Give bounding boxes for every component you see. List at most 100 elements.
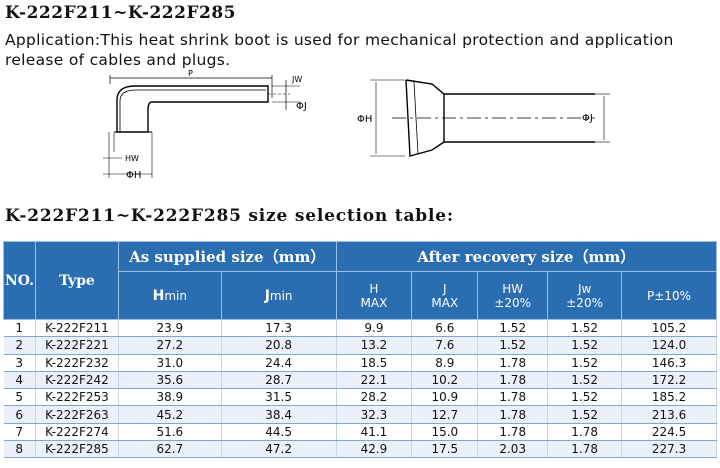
cell-no: 1	[3, 319, 36, 338]
cell-hw: 1.52	[477, 336, 549, 355]
header-h-max: H MAX	[335, 271, 413, 320]
cell-p: 224.5	[621, 423, 717, 442]
cell-h-max: 22.1	[336, 371, 413, 390]
cell-h-min: 38.9	[118, 388, 222, 407]
label-phi-h-left: ΦH	[126, 170, 141, 181]
table-title: K-222F211~K-222F285 size selection table…	[5, 206, 454, 226]
cell-jw: 1.78	[547, 440, 623, 459]
header-j-min: Jmin	[220, 271, 337, 320]
cell-jw: 1.52	[547, 336, 623, 355]
table-row: 3 K-222F232 31.0 24.4 18.5 8.9 1.78 1.52 146.3	[3, 354, 717, 372]
header-hw: HW ±20%	[477, 271, 549, 320]
cell-j-max: 10.2	[411, 371, 479, 390]
cross-section-drawing	[370, 79, 610, 157]
cell-hw: 1.78	[477, 371, 549, 390]
cell-h-min: 23.9	[118, 319, 222, 338]
cell-no: 4	[3, 371, 36, 390]
header-jw: Jw ±20%	[547, 271, 623, 320]
header-after-recovery: After recovery size（mm）	[335, 241, 718, 272]
label-p: P	[188, 70, 193, 78]
table-body: 1 K-222F211 23.9 17.3 9.9 6.6 1.52 1.52 105.2 2 K-…	[3, 319, 717, 459]
header-as-supplied: As supplied size（mm）	[117, 241, 337, 272]
cell-h-min: 27.2	[118, 336, 222, 355]
cell-j-max: 15.0	[411, 423, 479, 442]
cell-type: K-222F263	[35, 405, 119, 424]
boot-diagram: P JW ΦJ HW ΦH ΦH ΦJ	[103, 70, 610, 181]
cell-j-min: 28.7	[221, 371, 337, 390]
cell-p: 213.6	[621, 405, 717, 424]
header-type: Type	[34, 241, 119, 320]
table-row: 4 K-222F242 35.6 28.7 22.1 10.2 1.78 1.52 172.2	[3, 371, 717, 390]
cell-no: 7	[3, 423, 36, 442]
cell-h-min: 51.6	[118, 423, 222, 442]
cell-type: K-222F211	[35, 319, 119, 338]
cell-type: K-222F232	[35, 354, 119, 372]
size-selection-table: NO. Type As supplied size（mm） After reco…	[3, 241, 718, 459]
cell-hw: 1.78	[477, 423, 549, 442]
cell-h-max: 32.3	[336, 405, 413, 424]
application-description: Application:This heat shrink boot is use…	[5, 31, 674, 69]
cell-p: 227.3	[621, 440, 717, 459]
header-p: P±10%	[621, 271, 717, 320]
cell-jw: 1.52	[547, 405, 623, 424]
cell-h-max: 9.9	[336, 319, 413, 338]
cell-hw: 1.78	[477, 354, 549, 372]
table-row: 1 K-222F211 23.9 17.3 9.9 6.6 1.52 1.52 105.2	[3, 319, 717, 338]
cell-j-min: 17.3	[221, 319, 337, 338]
table-row: 8 K-222F285 62.7 47.2 42.9 17.5 2.03 1.78 227.3	[3, 440, 717, 459]
side-view-drawing	[103, 75, 300, 178]
cell-h-max: 41.1	[336, 423, 413, 442]
cell-h-min: 35.6	[118, 371, 222, 390]
label-phi-j-right: ΦJ	[582, 113, 593, 124]
cell-h-max: 13.2	[336, 336, 413, 355]
cell-type: K-222F274	[35, 423, 119, 442]
cell-no: 5	[3, 388, 36, 407]
cell-h-max: 28.2	[336, 388, 413, 407]
label-phi-j-left: ΦJ	[296, 101, 307, 112]
cell-j-min: 38.4	[221, 405, 337, 424]
label-phi-h-right: ΦH	[357, 114, 372, 125]
label-jw: JW	[291, 75, 302, 84]
cell-no: 3	[3, 354, 36, 372]
cell-no: 6	[3, 405, 36, 424]
cell-j-max: 10.9	[411, 388, 479, 407]
cell-type: K-222F285	[35, 440, 119, 459]
cell-h-max: 18.5	[336, 354, 413, 372]
cell-h-min: 62.7	[118, 440, 222, 459]
cell-jw: 1.78	[547, 423, 623, 442]
cell-j-max: 12.7	[411, 405, 479, 424]
cell-j-max: 17.5	[411, 440, 479, 459]
cell-j-min: 47.2	[221, 440, 337, 459]
cell-p: 124.0	[621, 336, 717, 355]
cell-h-min: 45.2	[118, 405, 222, 424]
table-row: 5 K-222F253 38.9 31.5 28.2 10.9 1.78 1.52 185.2	[3, 388, 717, 407]
cell-no: 2	[3, 336, 36, 355]
cell-hw: 1.78	[477, 388, 549, 407]
table-row: 6 K-222F263 45.2 38.4 32.3 12.7 1.78 1.52 213.6	[3, 405, 717, 424]
cell-hw: 1.52	[477, 319, 549, 338]
table-row: 7 K-222F274 51.6 44.5 41.1 15.0 1.78 1.78 224.5	[3, 423, 717, 442]
cell-h-max: 42.9	[336, 440, 413, 459]
cell-j-min: 31.5	[221, 388, 337, 407]
cell-type: K-222F242	[35, 371, 119, 390]
cell-jw: 1.52	[547, 371, 623, 390]
cell-p: 172.2	[621, 371, 717, 390]
header-h-min: Hmin	[117, 271, 222, 320]
cell-h-min: 31.0	[118, 354, 222, 372]
cell-j-min: 24.4	[221, 354, 337, 372]
cell-j-min: 44.5	[221, 423, 337, 442]
header-no: NO.	[3, 241, 36, 320]
header-j-max: J MAX	[411, 271, 479, 320]
cell-hw: 1.78	[477, 405, 549, 424]
cell-j-max: 7.6	[411, 336, 479, 355]
label-hw: HW	[125, 154, 139, 163]
page-title: K-222F211~K-222F285	[5, 3, 237, 23]
cell-type: K-222F253	[35, 388, 119, 407]
cell-p: 146.3	[621, 354, 717, 372]
cell-hw: 2.03	[477, 440, 549, 459]
cell-j-max: 6.6	[411, 319, 479, 338]
cell-jw: 1.52	[547, 388, 623, 407]
cell-p: 105.2	[621, 319, 717, 338]
cell-jw: 1.52	[547, 354, 623, 372]
cell-type: K-222F221	[35, 336, 119, 355]
